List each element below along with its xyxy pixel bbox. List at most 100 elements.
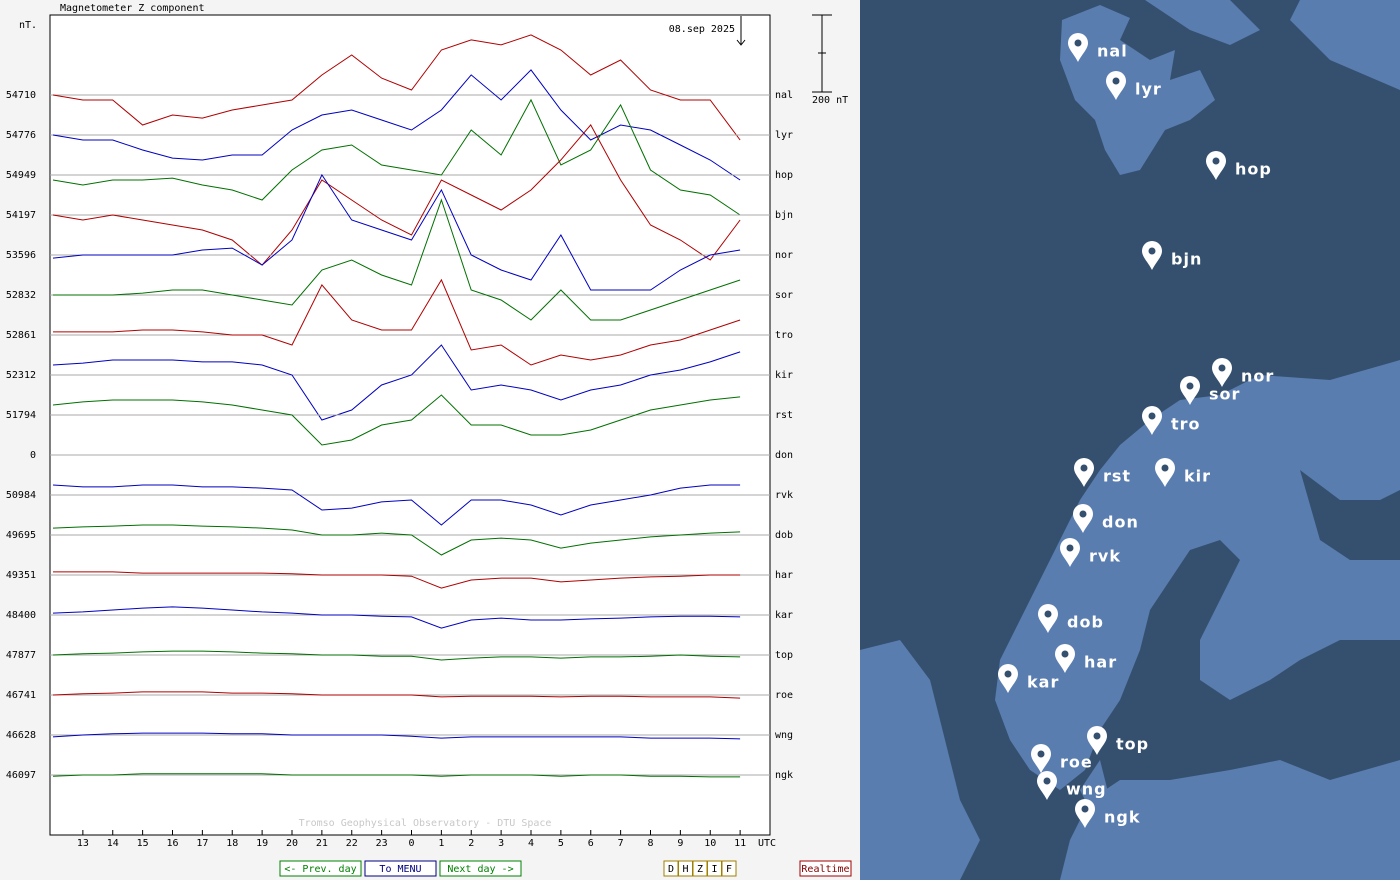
pin-hole <box>1081 805 1089 813</box>
station-name: kir <box>1184 467 1211 486</box>
trace <box>52 394 741 446</box>
nordaustlandet <box>1145 0 1260 45</box>
pin-hole <box>1074 39 1082 47</box>
station-name: sor <box>1209 385 1240 404</box>
station-pin[interactable]: roe <box>1031 744 1093 773</box>
baseline-label: 50984 <box>6 490 36 501</box>
station-label: bjn <box>775 210 793 221</box>
trace <box>52 650 741 661</box>
trace <box>52 484 741 526</box>
pin-icon <box>1212 358 1232 387</box>
pin-hole <box>1061 650 1069 658</box>
station-pin[interactable]: hop <box>1206 151 1272 180</box>
pin-icon <box>1060 538 1080 567</box>
station-pin[interactable]: don <box>1073 504 1139 533</box>
pin-hole <box>1080 464 1088 472</box>
station-pin[interactable]: top <box>1087 726 1149 755</box>
buttons: <- Prev. day To MENU Next day -> D H Z I F Realt… <box>279 860 852 877</box>
baseline-label: 54710 <box>6 90 36 101</box>
baseline-label: 51794 <box>6 410 36 421</box>
station-pin[interactable]: bjn <box>1142 241 1202 270</box>
station-name: nor <box>1241 367 1274 386</box>
station-pin[interactable]: ngk <box>1075 799 1140 828</box>
component-button[interactable]: H <box>678 860 693 877</box>
trace <box>52 98 741 216</box>
station-label: don <box>775 450 793 461</box>
button-label: D <box>668 864 674 875</box>
baseline-label: 54776 <box>6 130 36 141</box>
station-label: nor <box>775 250 793 261</box>
nav-button[interactable]: <- Prev. day <box>279 860 362 877</box>
pin-icon <box>1068 33 1088 62</box>
x-tick-label: 0 <box>408 838 414 849</box>
traces: 13 14 15 16 17 18 19 20 21 22 23 0 1 2 3 4 5 6 7 8 9 10 115471… <box>6 34 793 849</box>
baseline-label: 54197 <box>6 210 36 221</box>
station-label: ngk <box>775 770 793 781</box>
station-name: rvk <box>1089 547 1121 566</box>
station-pin[interactable]: har <box>1055 644 1117 673</box>
x-tick-label: 8 <box>647 838 653 849</box>
pin-hole <box>1112 77 1120 85</box>
fennoscandia <box>995 360 1400 790</box>
britain <box>860 640 980 880</box>
nav-button[interactable]: Next day -> <box>439 860 522 877</box>
svalbard <box>1060 5 1215 175</box>
x-tick-label: 6 <box>588 838 594 849</box>
trace <box>53 198 741 321</box>
component-button[interactable]: D <box>663 860 679 877</box>
station-pin[interactable]: tro <box>1142 406 1201 435</box>
x-tick-label: 3 <box>498 838 504 849</box>
pin-hole <box>1218 364 1226 372</box>
station-pin[interactable]: sor <box>1180 376 1240 405</box>
station-pin[interactable]: dob <box>1038 604 1104 633</box>
component-button[interactable]: F <box>721 860 737 877</box>
date-arrow-head <box>736 39 746 46</box>
x-tick-label: 14 <box>107 838 119 849</box>
station-name: nal <box>1097 42 1128 61</box>
continent <box>1060 760 1400 880</box>
x-tick-label: 2 <box>468 838 474 849</box>
station-name: lyr <box>1135 80 1162 99</box>
station-pin[interactable]: kir <box>1155 458 1211 487</box>
nav-button[interactable]: To MENU <box>364 860 437 877</box>
station-pin[interactable]: kar <box>998 664 1059 693</box>
station-label: nal <box>775 90 793 101</box>
baseline-label: 53596 <box>6 250 36 261</box>
component-button[interactable]: Z <box>692 860 708 877</box>
baseline-label: 52832 <box>6 290 36 301</box>
station-pin[interactable]: nal <box>1068 33 1128 62</box>
station-name: rst <box>1103 467 1131 486</box>
station-name: hop <box>1235 160 1272 179</box>
pin-hole <box>1079 510 1087 518</box>
station-name: har <box>1084 653 1117 672</box>
station-pin[interactable]: nor <box>1212 358 1274 387</box>
trace <box>52 773 741 778</box>
button-label: F <box>726 864 732 875</box>
trace <box>52 173 741 291</box>
pin-icon <box>998 664 1018 693</box>
station-pin[interactable]: rvk <box>1060 538 1121 567</box>
pin-hole <box>1037 750 1045 758</box>
button-frame <box>279 860 362 877</box>
component-button[interactable]: I <box>707 860 722 877</box>
plot-title: Magnetometer Z component <box>60 3 205 14</box>
arctic-islands <box>1290 0 1400 90</box>
baseline-label: 46628 <box>6 730 36 741</box>
x-tick-label: 19 <box>256 838 268 849</box>
realtime-button[interactable]: Realtime <box>799 860 852 877</box>
x-tick-label: 5 <box>558 838 564 849</box>
x-tick-label: 20 <box>286 838 298 849</box>
station-name: don <box>1102 513 1139 532</box>
station-pin[interactable]: rst <box>1074 458 1131 487</box>
trace <box>52 524 741 556</box>
pin-icon <box>1106 71 1126 100</box>
x-tick-label: 16 <box>166 838 178 849</box>
pin-hole <box>1044 610 1052 618</box>
x-tick-label: 1 <box>438 838 444 849</box>
station-pin[interactable]: wng <box>1037 771 1107 800</box>
station-label: rvk <box>775 490 793 501</box>
date-label: 08.sep 2025 <box>669 24 735 35</box>
baseline-label: 46741 <box>6 690 36 701</box>
baseline-label: 0 <box>30 450 36 461</box>
station-pin[interactable]: lyr <box>1106 71 1162 100</box>
